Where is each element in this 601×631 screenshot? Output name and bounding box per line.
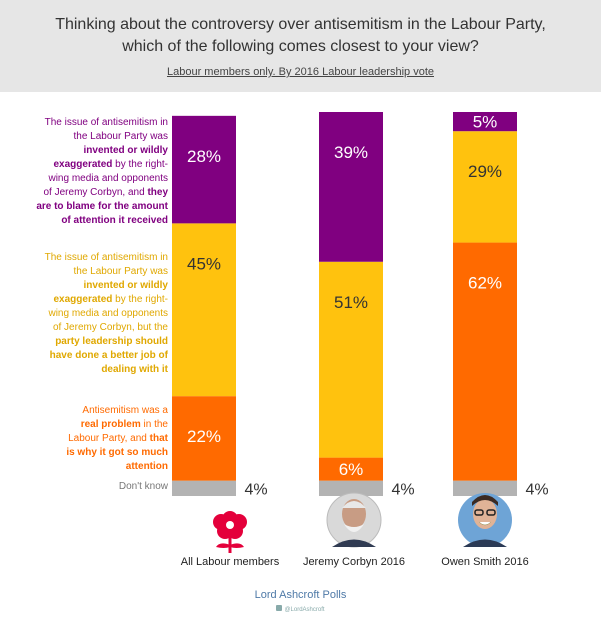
legend-desc-yellow: The issue of antisemitism in the Labour P…: [45, 251, 168, 377]
legend-desc-line: exaggerated by the right-: [53, 159, 168, 170]
data-label: 22%: [187, 427, 221, 446]
legend-desc-line: Antisemitism was a: [82, 405, 168, 416]
data-label: 4%: [391, 481, 414, 498]
labour-rose-icon: [213, 511, 247, 553]
category-label-corbyn: Jeremy Corbyn 2016: [302, 556, 406, 568]
twitter-handle: @LordAshcroft: [0, 605, 601, 613]
legend-desc-orange: Antisemitism was a real problem in the Lab…: [66, 404, 168, 474]
bar-segment: [319, 457, 383, 481]
data-label: 62%: [468, 274, 502, 293]
bar-segment: [319, 112, 383, 262]
bar-segment: [453, 112, 517, 132]
chart-title: Thinking about the controversy over anti…: [0, 14, 601, 58]
legend-desc-line: invented or wildly: [83, 145, 168, 156]
handle-text: @LordAshcroft: [284, 607, 325, 613]
legend-desc-line: is why it got so much: [66, 447, 168, 458]
chart-subtitle: Labour members only. By 2016 Labour lead…: [0, 66, 601, 78]
source-footer: Lord Ashcroft Polls: [254, 589, 347, 601]
category-label-smith: Owen Smith 2016: [441, 556, 529, 568]
data-label: 45%: [187, 254, 221, 273]
legend-desc-line: the Labour Party was: [73, 266, 169, 277]
category-label-all-members: All Labour members: [180, 556, 280, 568]
data-label: 6%: [339, 460, 364, 479]
bar-segment: [172, 480, 236, 496]
legend-desc-line: The issue of antisemitism in: [44, 117, 168, 128]
legend-desc-line: dealing with it: [101, 364, 168, 375]
jeremy-corbyn-avatar: [326, 492, 382, 548]
data-label: 28%: [187, 147, 221, 166]
legend-desc-line: the Labour Party was: [73, 131, 169, 142]
bar-segment: [453, 242, 517, 481]
legend-desc-purple: The issue of antisemitism in the Labour P…: [36, 116, 168, 228]
bar-segment: [319, 480, 383, 496]
legend-desc-line: have done a better job of: [49, 350, 168, 361]
bar-segment: [172, 115, 236, 224]
legend-desc-line: real problem in the: [80, 419, 168, 430]
owen-smith-avatar: [458, 493, 512, 547]
data-label: 5%: [473, 113, 498, 132]
data-label: 4%: [525, 481, 548, 498]
bar-segment: [453, 131, 517, 243]
chart-header: Thinking about the controversy over anti…: [0, 0, 601, 92]
bar-segment: [172, 396, 236, 481]
data-label: 29%: [468, 162, 502, 181]
legend-desc-line: invented or wildly: [83, 280, 168, 291]
legend-desc-line: attention: [125, 461, 168, 472]
subtitle-text: Labour members only. By 2016 Labour lead…: [166, 66, 434, 78]
data-label: 51%: [334, 293, 368, 312]
bar-segment: [172, 223, 236, 397]
legend-desc-line: of Jeremy Corbyn, but the: [52, 322, 168, 333]
legend-desc-line: wing media and opponents: [48, 308, 168, 319]
data-label: 39%: [334, 143, 368, 162]
data-label: 4%: [244, 481, 267, 498]
legend-desc-line: party leadership should: [55, 336, 168, 347]
bar-segment: [319, 261, 383, 458]
legend-desc-line: The issue of antisemitism in: [44, 252, 168, 263]
legend-desc-line: are to blame for the amount: [36, 201, 168, 212]
legend-desc-line: of Jeremy Corbyn, and they: [43, 187, 169, 198]
title-line-2: which of the following comes closest to …: [122, 38, 479, 55]
title-line-1: Thinking about the controversy over anti…: [55, 16, 546, 33]
legend-desc-line: wing media and opponents: [48, 173, 168, 184]
legend-desc-line: Labour Party, and that: [68, 433, 168, 444]
twitter-icon: [276, 605, 283, 611]
legend-desc-line: exaggerated by the right-: [53, 294, 168, 305]
bar-segment: [453, 480, 517, 496]
legend-desc-line: of attention it received: [61, 215, 168, 226]
legend-dont-know: Don't know: [118, 481, 168, 492]
